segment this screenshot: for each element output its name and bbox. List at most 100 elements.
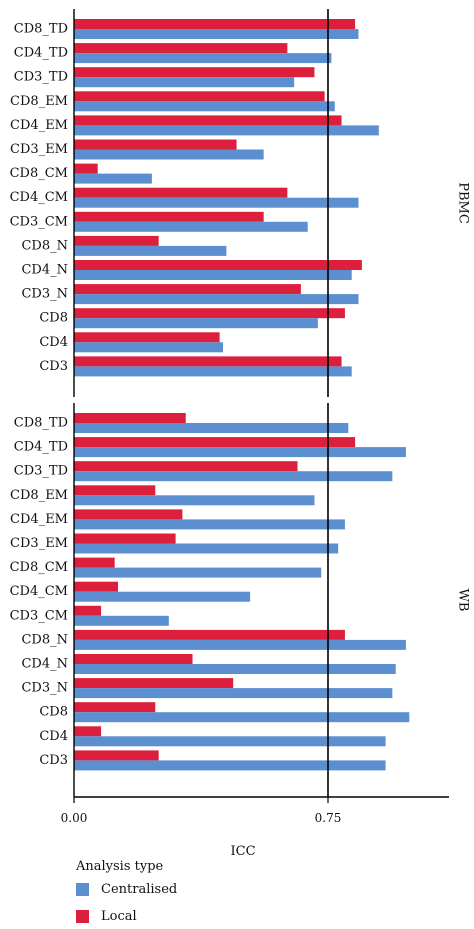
category-label-wb-cd3_td: CD3_TD [14,464,68,479]
legend-swatch-local [76,909,89,923]
category-label-wb-cd3_em: CD3_EM [10,536,68,551]
bar-centralised-wb-cd4_td [74,447,406,458]
bar-local-pbmc-cd8_em [74,91,325,102]
category-label-pbmc-cd4_cm: CD4_CM [10,190,68,205]
bar-local-pbmc-cd4_em [74,115,342,126]
category-label-pbmc-cd3_td: CD3_TD [14,70,68,85]
bar-local-pbmc-cd8_cm [74,163,98,174]
bar-centralised-pbmc-cd4_td [74,53,332,64]
bar-local-wb-cd3_em [74,533,176,544]
category-label-pbmc-cd8_td: CD8_TD [14,22,68,37]
panel-label-wb: WB [456,589,471,612]
panel-strip-wb [449,403,474,797]
bar-local-wb-cd3_td [74,461,298,472]
bar-centralised-wb-cd8_em [74,495,315,506]
bar-centralised-pbmc-cd8_td [74,29,359,39]
bar-centralised-pbmc-cd4 [74,342,224,353]
category-label-wb-cd4_n: CD4_N [21,657,68,672]
bar-centralised-pbmc-cd4_em [74,125,379,136]
category-label-wb-cd3_n: CD3_N [21,681,68,696]
bar-centralised-wb-cd8 [74,712,410,723]
legend: Analysis type Centralised Local [76,859,276,927]
bar-centralised-wb-cd3_em [74,543,339,554]
bar-local-wb-cd4_em [74,509,183,520]
category-label-pbmc-cd3: CD3 [39,359,68,374]
bar-local-pbmc-cd8_n [74,235,159,246]
bar-centralised-wb-cd8_n [74,639,406,650]
category-label-pbmc-cd8_cm: CD8_CM [10,166,68,181]
bar-centralised-wb-cd8_cm [74,567,322,578]
bar-centralised-pbmc-cd3_n [74,294,359,305]
bar-centralised-pbmc-cd8 [74,318,318,329]
bar-centralised-wb-cd4 [74,736,386,747]
category-label-pbmc-cd8_em: CD8_EM [10,94,68,109]
legend-title: Analysis type [76,859,164,874]
bar-centralised-pbmc-cd4_n [74,270,352,280]
x-tick-label-1: 0.75 [315,811,342,825]
category-label-pbmc-cd3_em: CD3_EM [10,142,68,157]
bar-local-wb-cd3_n [74,678,234,689]
bar-local-pbmc-cd4 [74,332,220,343]
bar-local-wb-cd8_n [74,629,345,640]
bar-centralised-pbmc-cd4_cm [74,197,359,208]
bar-local-wb-cd3_cm [74,605,102,616]
bar-local-pbmc-cd4_cm [74,187,288,198]
category-label-pbmc-cd3_n: CD3_N [21,287,68,302]
bar-local-wb-cd4_cm [74,581,119,592]
bar-local-wb-cd3 [74,750,159,761]
bar-local-pbmc-cd3_cm [74,211,264,222]
bar-local-wb-cd8 [74,702,156,713]
category-label-pbmc-cd4_td: CD4_TD [14,46,68,61]
category-label-wb-cd4_cm: CD4_CM [10,584,68,599]
category-label-wb-cd3: CD3 [39,753,68,768]
bar-centralised-pbmc-cd8_em [74,101,335,112]
legend-item-centralised: Centralised [76,881,177,897]
panel-label-pbmc: PBMC [456,182,471,224]
legend-swatch-centralised [76,882,89,896]
bar-local-wb-cd4_td [74,437,356,448]
legend-item-local: Local [76,908,137,924]
bar-local-pbmc-cd8_td [74,19,356,29]
bar-centralised-wb-cd4_cm [74,591,251,602]
category-label-pbmc-cd3_cm: CD3_CM [10,214,68,229]
bar-centralised-wb-cd3 [74,760,386,771]
bar-centralised-pbmc-cd3 [74,366,352,377]
bar-centralised-wb-cd3_n [74,688,393,699]
bar-local-pbmc-cd4_n [74,260,362,270]
bar-centralised-wb-cd8_td [74,423,349,433]
bar-centralised-pbmc-cd8_n [74,245,227,256]
category-label-wb-cd3_cm: CD3_CM [10,608,68,623]
category-label-wb-cd8_td: CD8_TD [14,416,68,431]
bar-local-pbmc-cd3 [74,356,342,367]
bar-centralised-pbmc-cd3_em [74,149,264,160]
panel-strip-pbmc [449,9,474,397]
bar-local-pbmc-cd3_em [74,139,237,150]
category-label-pbmc-cd8_n: CD8_N [21,238,68,253]
category-label-wb-cd8: CD8 [39,705,68,720]
x-axis-title: ICC [230,844,255,859]
category-label-pbmc-cd4: CD4 [39,335,68,350]
bar-local-pbmc-cd3_td [74,67,315,78]
category-label-pbmc-cd4_em: CD4_EM [10,118,68,133]
bar-centralised-wb-cd3_cm [74,615,169,626]
category-label-wb-cd8_em: CD8_EM [10,488,68,503]
category-label-wb-cd4_td: CD4_TD [14,440,68,455]
category-label-wb-cd8_n: CD8_N [21,632,68,647]
bar-local-wb-cd8_em [74,485,156,496]
x-tick-label-0: 0.00 [61,811,88,825]
category-label-pbmc-cd8: CD8 [39,311,68,326]
bar-centralised-pbmc-cd8_cm [74,173,152,184]
bar-local-pbmc-cd3_n [74,284,301,295]
bar-local-wb-cd4 [74,726,102,737]
bar-local-pbmc-cd4_td [74,43,288,54]
category-label-pbmc-cd4_n: CD4_N [21,263,68,278]
bar-centralised-wb-cd4_em [74,519,345,530]
legend-label-centralised: Centralised [101,881,178,897]
bar-centralised-pbmc-cd3_td [74,77,295,88]
bar-local-wb-cd8_td [74,413,186,423]
category-label-wb-cd8_cm: CD8_CM [10,560,68,575]
bar-centralised-pbmc-cd3_cm [74,221,308,232]
bar-local-wb-cd4_n [74,654,193,664]
legend-label-local: Local [101,908,137,924]
